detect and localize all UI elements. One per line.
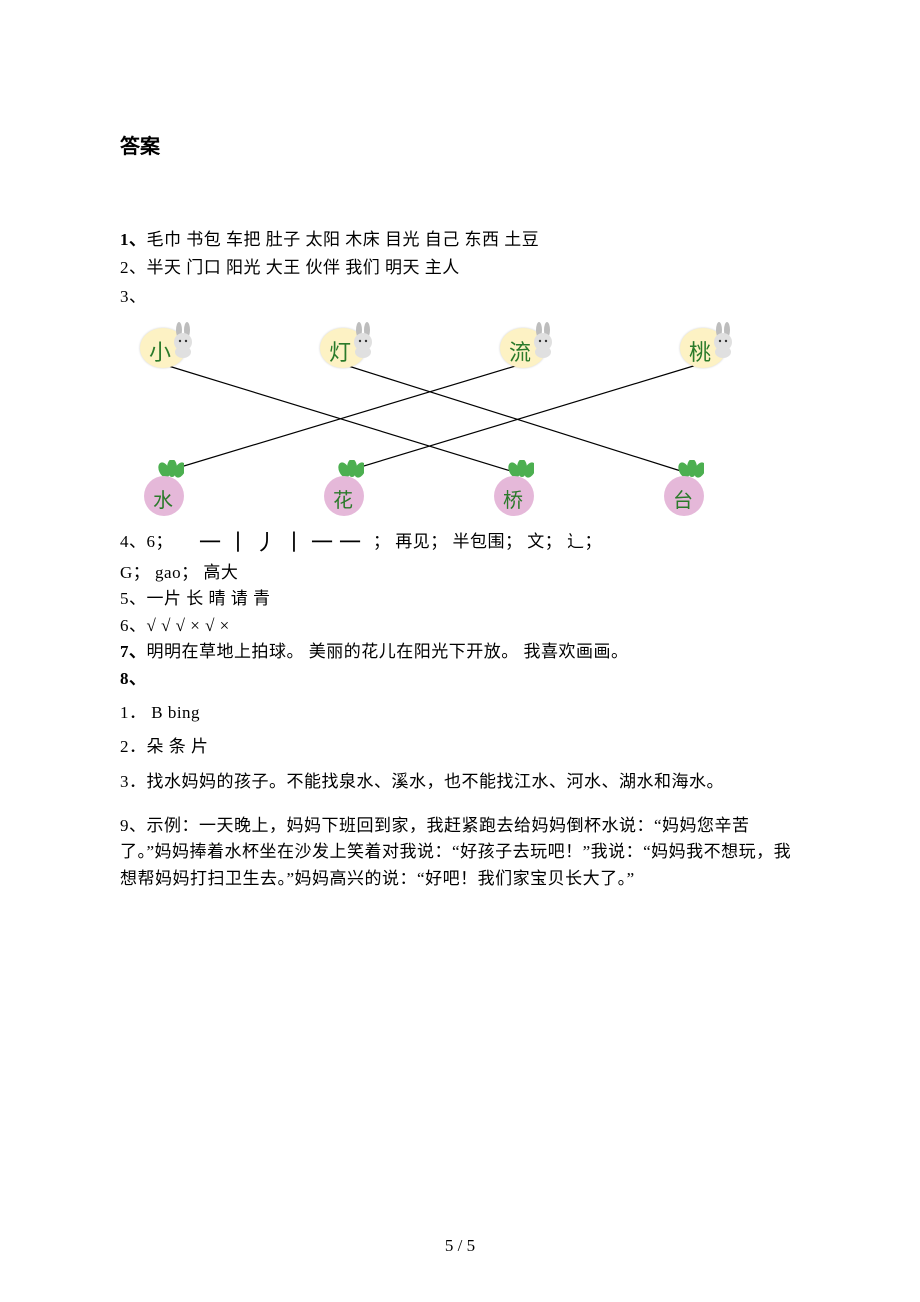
answer-8-item1: 1． B bing — [120, 700, 800, 726]
matching-diagram: 小 灯 流 — [120, 320, 800, 520]
q8-num: 8、 — [120, 669, 147, 688]
top-node: 流 — [500, 320, 560, 376]
q4-num: 4、 — [120, 532, 147, 551]
answer-6: 6、√ √ √ × √ × — [120, 613, 800, 639]
q7-num: 7、 — [120, 642, 147, 661]
answer-4-line2: G； gao； 高大 — [120, 560, 800, 586]
q6-text: √ √ √ × √ × — [147, 616, 230, 635]
q1-num: 1、 — [120, 230, 147, 249]
answer-2: 2、半天 门口 阳光 大王 伙伴 我们 明天 主人 — [120, 255, 800, 281]
answer-8-header: 8、 — [120, 666, 800, 692]
answer-8-item3: 3．找水妈妈的孩子。不能找泉水、溪水，也不能找江水、河水、湖水和海水。 — [120, 769, 800, 795]
q2-num: 2、 — [120, 258, 147, 277]
answer-4-line1: 4、6； 一丨丿丨一一； 再见； 半包围； 文； 辶； — [120, 526, 800, 560]
page-number: 5 / 5 — [0, 1236, 920, 1256]
q1-text: 毛巾 书包 车把 肚子 太阳 木床 目光 自己 东西 土豆 — [147, 230, 540, 249]
document-page: 答案 1、毛巾 书包 车把 肚子 太阳 木床 目光 自己 东西 土豆 2、半天 … — [0, 0, 920, 892]
top-node: 小 — [140, 320, 200, 376]
bottom-node: 水 — [140, 460, 200, 516]
answer-8-item2: 2．朵 条 片 — [120, 734, 800, 760]
bottom-node: 桥 — [490, 460, 550, 516]
q4-tail1: ； 再见； 半包围； 文； 辶； — [373, 532, 602, 551]
q7-text: 明明在草地上拍球。 美丽的花儿在阳光下开放。 我喜欢画画。 — [147, 642, 629, 661]
q5-num: 5、 — [120, 589, 147, 608]
answer-3: 3、 — [120, 284, 800, 310]
stroke-order: 一丨丿丨一一 — [193, 526, 373, 560]
q2-text: 半天 门口 阳光 大王 伙伴 我们 明天 主人 — [147, 258, 460, 277]
bottom-node: 花 — [320, 460, 380, 516]
q5-text: 一片 长 晴 请 青 — [147, 589, 271, 608]
q6-num: 6、 — [120, 616, 147, 635]
answer-7: 7、明明在草地上拍球。 美丽的花儿在阳光下开放。 我喜欢画画。 — [120, 639, 800, 665]
answer-9: 9、示例：一天晚上，妈妈下班回到家，我赶紧跑去给妈妈倒杯水说：“妈妈您辛苦了。”… — [120, 813, 800, 892]
top-node: 桃 — [680, 320, 740, 376]
answer-5: 5、一片 长 晴 请 青 — [120, 586, 800, 612]
bottom-node: 台 — [660, 460, 720, 516]
answer-1: 1、毛巾 书包 车把 肚子 太阳 木床 目光 自己 东西 土豆 — [120, 227, 800, 253]
top-node: 灯 — [320, 320, 380, 376]
q9-text: 示例：一天晚上，妈妈下班回到家，我赶紧跑去给妈妈倒杯水说：“妈妈您辛苦了。”妈妈… — [120, 816, 791, 888]
q3-num: 3、 — [120, 287, 147, 306]
q9-num: 9、 — [120, 816, 147, 835]
q4-first: 6； — [147, 532, 174, 551]
title: 答案 — [120, 130, 800, 159]
